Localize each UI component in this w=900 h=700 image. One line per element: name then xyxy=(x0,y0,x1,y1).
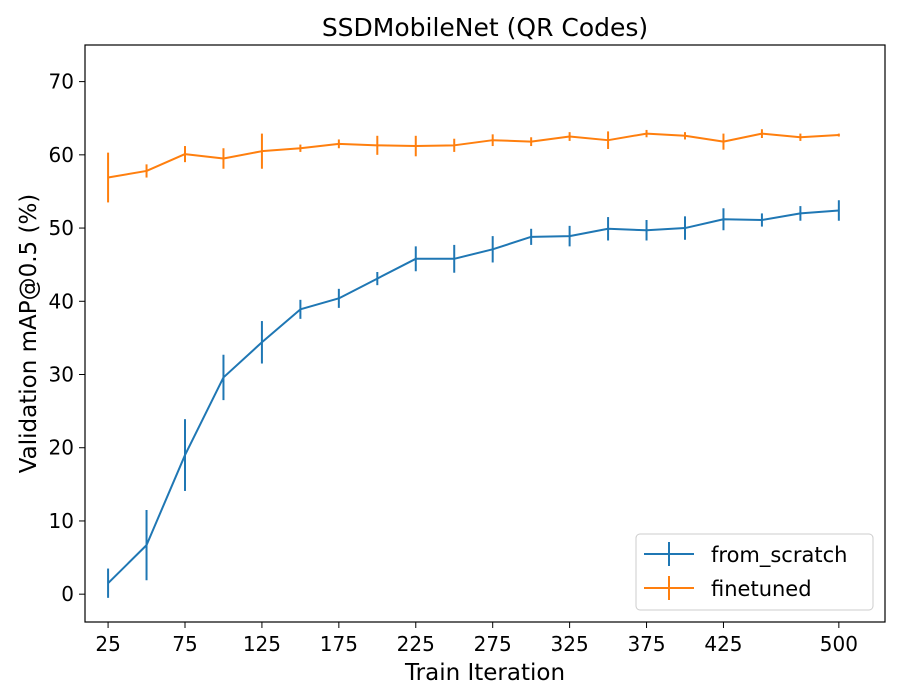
x-tick-label: 125 xyxy=(243,632,281,656)
axes-frame xyxy=(84,44,886,623)
y-axis-label: Validation mAP@0.5 (%) xyxy=(16,194,42,474)
line-from_scratch xyxy=(107,209,839,584)
y-tick-label: 60 xyxy=(49,143,74,167)
chart-title: SSDMobileNet (QR Codes) xyxy=(322,13,648,42)
legend-label: from_scratch xyxy=(711,543,847,568)
plot-area: 25 75 125 175 225 275 325 375 425 500 0 10 20 30 40 50 6… xyxy=(49,44,886,656)
x-tick-label: 225 xyxy=(397,632,435,656)
legend-label: finetuned xyxy=(711,577,812,601)
x-tick-label: 75 xyxy=(172,632,197,656)
y-tick-label: 30 xyxy=(49,363,74,387)
series-from_scratch xyxy=(107,200,840,598)
x-tick-label: 325 xyxy=(551,632,589,656)
series-finetuned xyxy=(107,129,840,203)
x-tick-label: 375 xyxy=(627,632,665,656)
legend-item-finetuned: finetuned xyxy=(644,576,812,601)
legend-item-from_scratch: from_scratch xyxy=(644,542,847,568)
y-tick-label: 20 xyxy=(49,436,74,460)
y-tick-label: 10 xyxy=(49,509,74,533)
x-tick-label: 275 xyxy=(474,632,512,656)
x-tick-label: 175 xyxy=(320,632,358,656)
legend: from_scratch finetuned xyxy=(635,533,874,611)
y-tick-label: 0 xyxy=(61,582,74,606)
legend-box xyxy=(635,533,874,611)
x-axis-label: Train Iteration xyxy=(404,660,565,686)
x-tick-label: 25 xyxy=(95,632,120,656)
line-finetuned xyxy=(107,132,839,179)
y-tick-label: 70 xyxy=(49,70,74,94)
x-tick-label: 500 xyxy=(820,632,858,656)
y-tick-label: 40 xyxy=(49,289,74,313)
y-tick-label: 50 xyxy=(49,216,74,240)
x-tick-label: 425 xyxy=(704,632,742,656)
